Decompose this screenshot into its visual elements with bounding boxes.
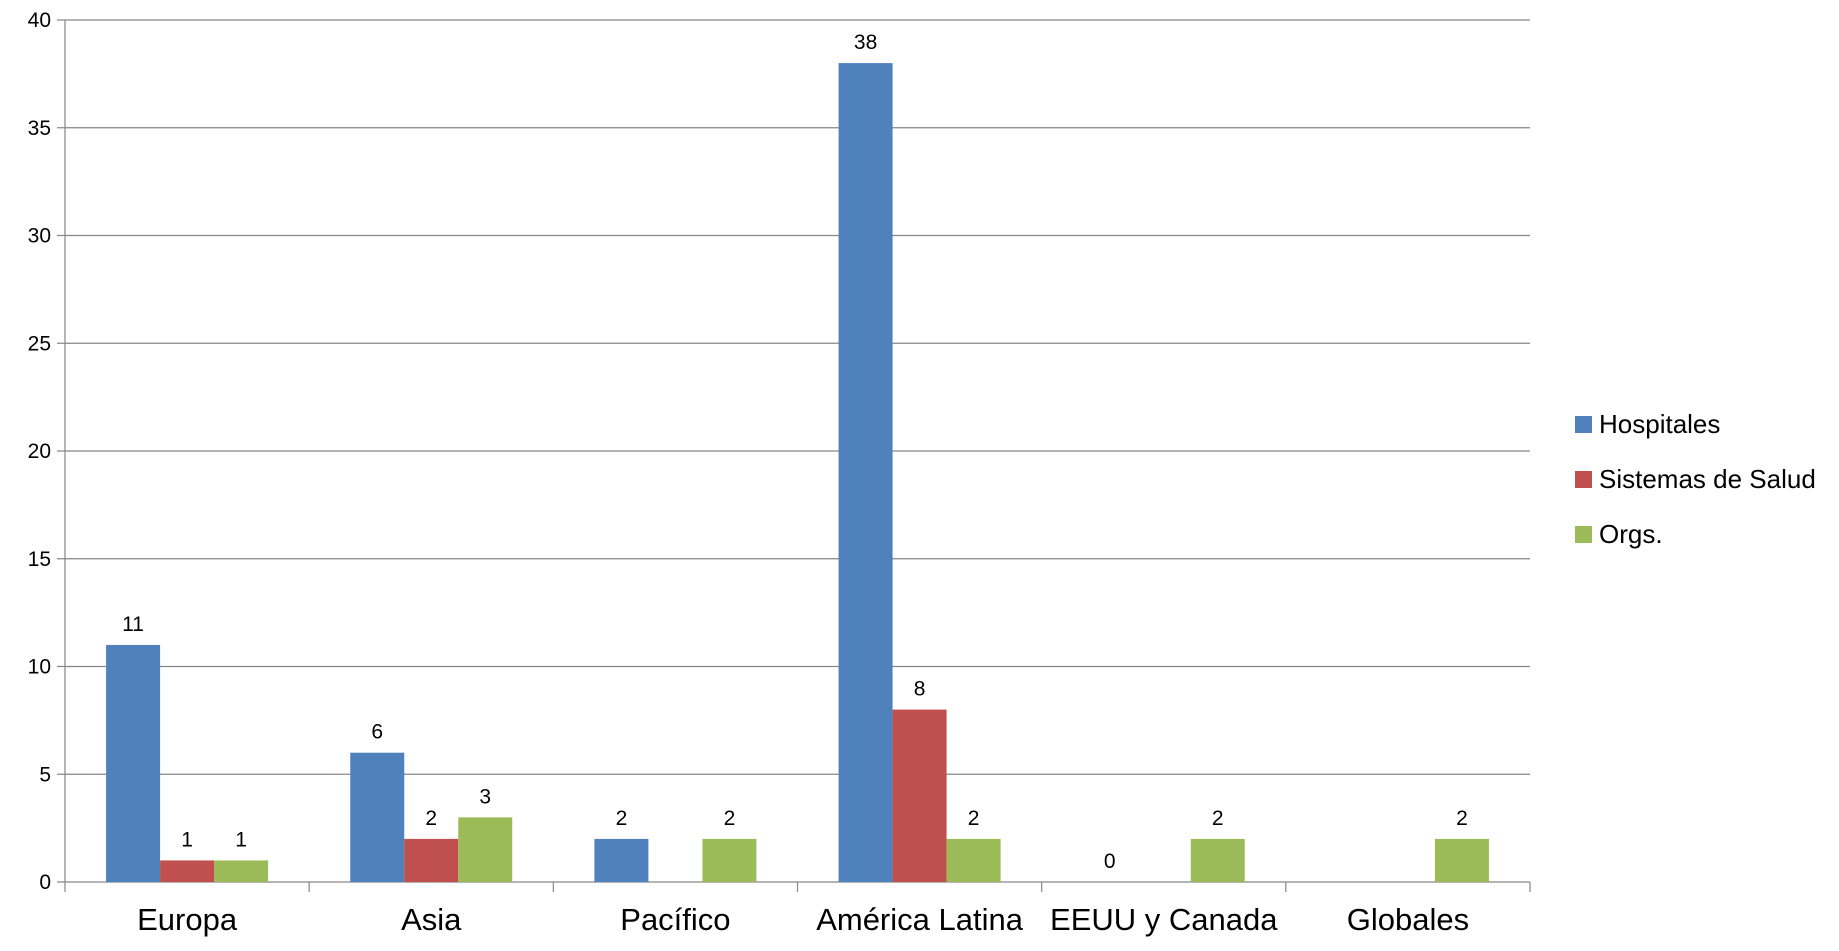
data-label: 2: [724, 807, 736, 830]
bar-sistemas-de-salud-asia: [404, 838, 459, 882]
y-tick-label: 40: [28, 9, 51, 32]
x-tick-label: Asia: [401, 902, 462, 937]
legend-swatch-orgs: [1575, 526, 1592, 543]
legend-label-sistemas-de-salud: Sistemas de Salud: [1599, 464, 1816, 494]
x-tick-label: Pacífico: [620, 902, 730, 937]
data-label: 2: [968, 807, 980, 830]
bar-orgs-america-latina: [946, 838, 1001, 882]
data-label: 1: [181, 828, 193, 851]
bar-orgs-europa: [214, 860, 269, 882]
data-label: 2: [616, 807, 628, 830]
bar-sistemas-de-salud-america-latina: [892, 709, 947, 882]
data-label: 38: [854, 31, 877, 54]
data-label: 2: [425, 807, 437, 830]
data-label: 6: [371, 721, 383, 744]
data-label: 11: [122, 613, 144, 636]
data-label: 0: [1104, 850, 1116, 873]
bar-sistemas-de-salud-europa: [160, 860, 215, 882]
x-tick-label: Globales: [1347, 902, 1469, 937]
y-tick-label: 30: [28, 225, 51, 248]
data-label: 8: [914, 678, 926, 701]
x-tick-label: EEUU y Canada: [1050, 902, 1278, 937]
bar-orgs-pacifico: [702, 838, 757, 882]
data-label: 2: [1456, 807, 1468, 830]
y-tick-label: 35: [28, 117, 51, 140]
y-tick-label: 10: [28, 656, 51, 679]
bars: [106, 63, 1489, 883]
y-tick-label: 5: [39, 763, 51, 786]
x-tick-label: Europa: [137, 902, 238, 937]
data-label: 2: [1212, 807, 1224, 830]
bar-orgs-asia: [458, 817, 513, 882]
x-tick-label: América Latina: [816, 902, 1024, 937]
bar-orgs-globales: [1434, 838, 1489, 882]
bar-orgs-eeuu-y-canada: [1190, 838, 1245, 882]
y-tick-label: 25: [28, 332, 51, 355]
legend: Hospitales Sistemas de Salud Orgs.: [1575, 409, 1816, 549]
y-tick-label: 15: [28, 548, 51, 571]
data-label: 1: [235, 828, 247, 851]
legend-label-hospitales: Hospitales: [1599, 409, 1720, 439]
bar-hospitales-pacifico: [594, 838, 649, 882]
legend-label-orgs: Orgs.: [1599, 519, 1663, 549]
bar-hospitales-europa: [106, 644, 161, 882]
gridlines: [65, 19, 1530, 775]
data-labels: 11 6 2 38 0 1 2 8 1 3 2 2 2 2: [122, 31, 1468, 873]
legend-swatch-sistemas-de-salud: [1575, 471, 1592, 488]
data-label: 3: [479, 785, 491, 808]
legend-swatch-hospitales: [1575, 416, 1592, 433]
y-tick-label: 0: [39, 871, 51, 894]
bar-hospitales-america-latina: [838, 63, 893, 883]
bar-hospitales-asia: [350, 752, 405, 882]
y-tick-label: 20: [28, 440, 51, 463]
